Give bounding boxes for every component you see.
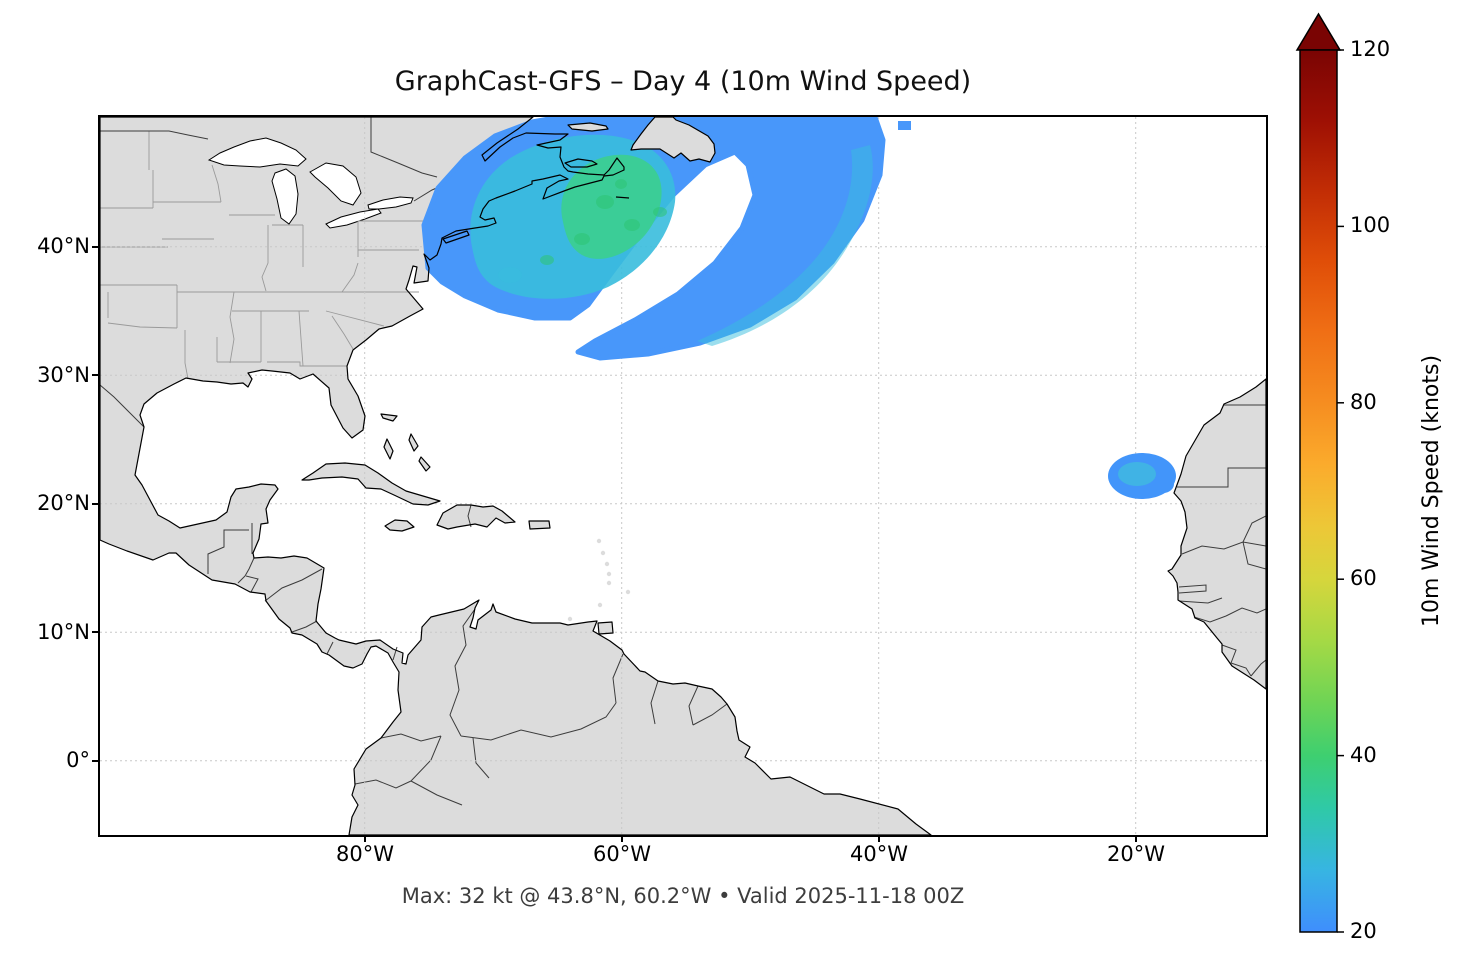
colorbar-axis-label: 10m Wind Speed (knots) xyxy=(1419,354,1444,628)
colorbar-tick-marks xyxy=(1337,49,1344,933)
y-tick-mark xyxy=(92,503,98,505)
sable-island xyxy=(615,196,630,199)
colorbar-tick-20: 20 xyxy=(1350,919,1377,943)
country-borders xyxy=(99,117,1267,806)
y-tick-label-30n: 30°N xyxy=(37,363,90,387)
wind-maxima-spots xyxy=(540,179,667,265)
x-tick-label-20w: 20°W xyxy=(1107,842,1165,866)
x-tick-mark xyxy=(621,836,623,842)
map-plot-area xyxy=(98,114,1268,837)
colorbar-extend-arrow xyxy=(1295,12,1342,51)
x-tick-label-80w: 80°W xyxy=(336,842,394,866)
colorbar-tick-80: 80 xyxy=(1350,390,1377,414)
y-tick-label-0: 0° xyxy=(66,748,90,772)
africa-coast-wind-patch-core xyxy=(1118,462,1156,486)
colorbar-tick-60: 60 xyxy=(1350,566,1377,590)
colorbar-tick-120: 120 xyxy=(1350,37,1391,61)
y-tick-mark xyxy=(92,246,98,248)
colorbar-tick-40: 40 xyxy=(1350,743,1377,767)
colorbar-gradient-bar xyxy=(1299,49,1338,933)
africa-landmass xyxy=(1168,379,1266,689)
y-tick-label-40n: 40°N xyxy=(37,234,90,258)
hispaniola-island xyxy=(437,505,515,529)
colorbar-tick-100: 100 xyxy=(1350,213,1391,237)
land-layer xyxy=(100,117,1266,835)
y-tick-mark xyxy=(92,631,98,633)
y-tick-mark xyxy=(92,374,98,376)
wind-patch xyxy=(498,267,522,283)
x-tick-mark xyxy=(1135,836,1137,842)
map-canvas xyxy=(99,114,1267,836)
max-value-caption: Max: 32 kt @ 43.8°N, 60.2°W • Valid 2025… xyxy=(401,884,965,908)
y-tick-label-20n: 20°N xyxy=(37,491,90,515)
africa-coast-wind-patch-edge xyxy=(1152,475,1174,493)
x-tick-label-60w: 60°W xyxy=(593,842,651,866)
wind-speck xyxy=(898,121,911,130)
y-tick-label-10n: 10°N xyxy=(37,620,90,644)
graticule-layer xyxy=(100,117,1266,835)
wind-speed-shading-layer xyxy=(421,114,1176,499)
lesser-antilles-islands xyxy=(567,538,631,622)
x-tick-mark xyxy=(878,836,880,842)
y-tick-mark xyxy=(92,760,98,762)
wind-crescent-25kt xyxy=(697,145,873,346)
x-tick-label-40w: 40°W xyxy=(850,842,908,866)
great-lakes xyxy=(207,137,414,229)
colorbar xyxy=(1295,12,1344,933)
x-tick-mark xyxy=(364,836,366,842)
chart-title: GraphCast-GFS – Day 4 (10m Wind Speed) xyxy=(394,66,972,97)
